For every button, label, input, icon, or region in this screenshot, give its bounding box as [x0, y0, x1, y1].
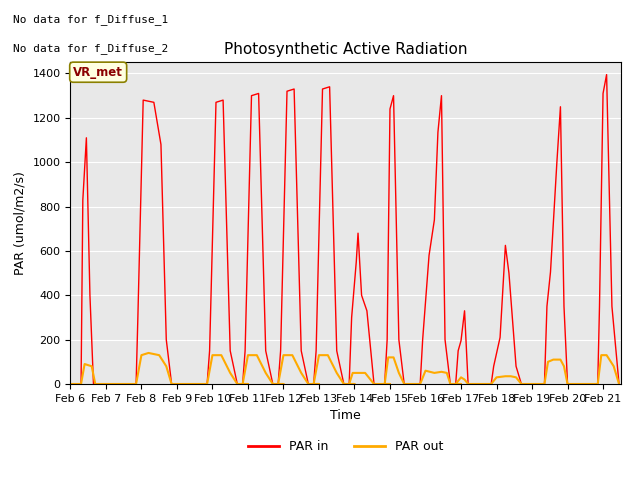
Text: VR_met: VR_met — [73, 66, 123, 79]
Text: No data for f_Diffuse_2: No data for f_Diffuse_2 — [13, 43, 168, 54]
Title: Photosynthetic Active Radiation: Photosynthetic Active Radiation — [224, 42, 467, 57]
Legend: PAR in, PAR out: PAR in, PAR out — [243, 435, 448, 458]
X-axis label: Time: Time — [330, 409, 361, 422]
Y-axis label: PAR (umol/m2/s): PAR (umol/m2/s) — [14, 171, 27, 275]
Text: No data for f_Diffuse_1: No data for f_Diffuse_1 — [13, 14, 168, 25]
